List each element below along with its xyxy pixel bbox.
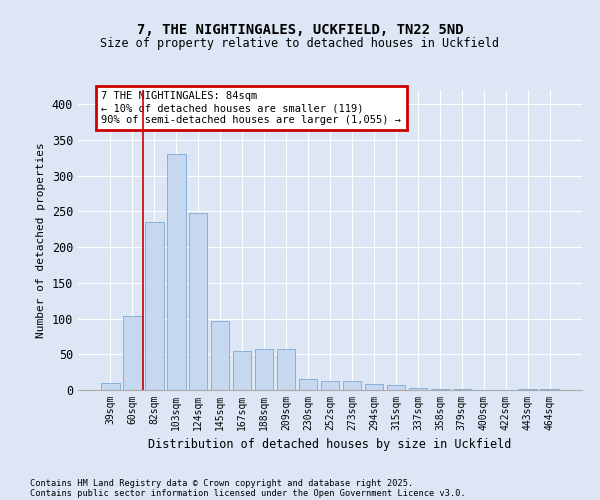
Bar (365, 384, 383, 390)
Bar (299, 380, 317, 390)
Bar (320, 380, 340, 390)
Y-axis label: Number of detached properties: Number of detached properties (36, 142, 46, 338)
Bar (123, 316, 142, 390)
Bar (541, 388, 559, 390)
Bar (101, 383, 119, 390)
X-axis label: Distribution of detached houses by size in Uckfield: Distribution of detached houses by size … (148, 438, 512, 452)
Bar (233, 350, 251, 390)
Bar (431, 388, 449, 390)
Bar (343, 380, 361, 390)
Text: 7 THE NIGHTINGALES: 84sqm
← 10% of detached houses are smaller (119)
90% of semi: 7 THE NIGHTINGALES: 84sqm ← 10% of detac… (101, 92, 401, 124)
Bar (277, 350, 295, 390)
Bar (189, 213, 208, 390)
Bar (409, 388, 427, 390)
Text: Size of property relative to detached houses in Uckfield: Size of property relative to detached ho… (101, 38, 499, 51)
Bar (211, 320, 229, 390)
Bar (255, 350, 274, 390)
Text: Contains HM Land Registry data © Crown copyright and database right 2025.: Contains HM Land Registry data © Crown c… (30, 478, 413, 488)
Bar (145, 222, 164, 390)
Bar (386, 385, 405, 390)
Text: 7, THE NIGHTINGALES, UCKFIELD, TN22 5ND: 7, THE NIGHTINGALES, UCKFIELD, TN22 5ND (137, 22, 463, 36)
Bar (167, 154, 185, 390)
Text: Contains public sector information licensed under the Open Government Licence v3: Contains public sector information licen… (30, 488, 466, 498)
